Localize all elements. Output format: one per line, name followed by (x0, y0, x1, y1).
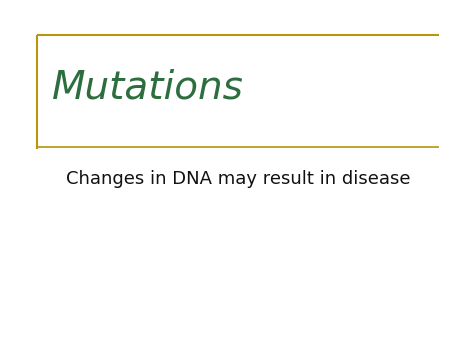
Text: Mutations: Mutations (52, 69, 243, 107)
Text: Changes in DNA may result in disease: Changes in DNA may result in disease (66, 170, 411, 188)
